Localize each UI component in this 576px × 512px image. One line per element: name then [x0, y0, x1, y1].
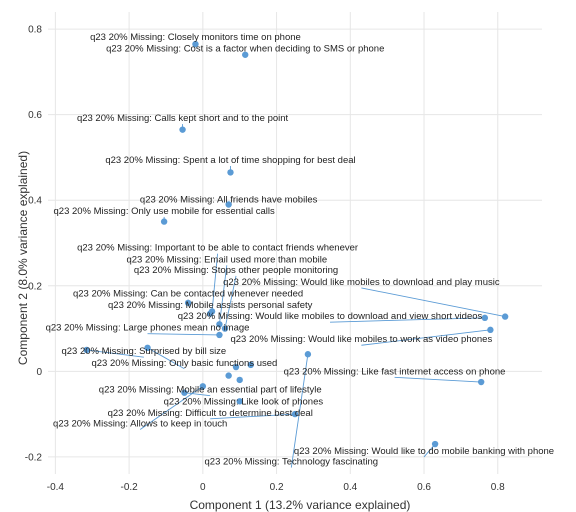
data-point	[247, 361, 254, 369]
data-point	[477, 378, 485, 386]
leader-line	[361, 287, 506, 318]
leader-line	[224, 275, 237, 329]
data-point	[83, 346, 90, 354]
point-label: q23 20% Missing: Like look of phones	[164, 396, 324, 407]
data-point	[221, 325, 229, 332]
data-point	[179, 126, 186, 133]
data-point	[431, 440, 439, 448]
point-label: q23 20% Missing: Technology fascinating	[205, 457, 379, 468]
point-label: q23 20% Missing: Would like mobiles to w…	[230, 334, 492, 345]
x-tick-label: 0.6	[417, 482, 431, 493]
leader-line	[218, 265, 228, 325]
point-label: q23 20% Missing: Important to be able to…	[77, 243, 358, 254]
point-label: q23 20% Missing: Would like to do mobile…	[294, 446, 554, 457]
y-tick-label: 0.6	[28, 110, 42, 121]
data-point	[225, 372, 232, 379]
data-point	[236, 376, 243, 384]
data-point	[501, 313, 509, 320]
data-point	[242, 51, 249, 58]
point-label: q23 20% Missing: Only basic functions us…	[91, 358, 277, 369]
data-point	[225, 201, 232, 208]
x-tick-label: -0.2	[120, 482, 138, 493]
y-tick-label: -0.2	[25, 452, 43, 463]
x-tick-label: 0.4	[343, 482, 357, 493]
data-points	[83, 40, 509, 448]
leader-lines	[86, 124, 506, 468]
point-label: q23 20% Missing: Allows to keep in touch	[53, 419, 227, 430]
leader-line	[86, 349, 144, 358]
point-label: q23 20% Missing: Can be contacted whenev…	[73, 288, 303, 299]
data-point	[192, 40, 199, 48]
point-label: q23 20% Missing: Spent a lot of time sho…	[105, 155, 355, 166]
leader-line	[290, 354, 309, 468]
leader-line	[147, 333, 220, 336]
point-label: q23 20% Missing: Would like mobiles to d…	[178, 311, 483, 322]
point-label: q23 20% Missing: Like fast internet acce…	[284, 366, 506, 377]
point-label: q23 20% Missing: Calls kept short and to…	[77, 113, 289, 124]
data-point	[160, 218, 168, 225]
x-tick-label: -0.4	[47, 482, 65, 493]
x-tick-label: 0.8	[491, 482, 505, 493]
point-label: q23 20% Missing: Email used more than mo…	[126, 254, 327, 265]
leader-line	[147, 347, 185, 370]
point-label: q23 20% Missing: Difficult to determine …	[108, 408, 313, 419]
data-point	[481, 314, 489, 322]
leader-line	[361, 329, 491, 346]
leader-line	[394, 376, 482, 383]
leader-line	[210, 413, 296, 420]
x-tick-label: 0	[200, 482, 206, 493]
point-label: q23 20% Missing: Cost is a factor when d…	[106, 43, 384, 54]
point-label: q23 20% Missing: Surprised by bill size	[61, 346, 226, 357]
x-axis-ticks: -0.4 -0.2 0 0.2 0.4 0.6 0.8	[47, 482, 505, 493]
point-label: q23 20% Missing: Stops other people moni…	[134, 265, 338, 276]
leader-line	[139, 385, 204, 430]
y-axis-title: Component 2 (8.0% variance explained)	[16, 151, 30, 365]
data-point	[181, 389, 188, 396]
data-point	[184, 299, 192, 307]
point-label: q23 20% Missing: Mobile assists personal…	[108, 300, 313, 311]
leader-line	[330, 317, 485, 323]
y-tick-label: 0.2	[28, 281, 42, 292]
data-point	[144, 344, 151, 352]
point-label: q23 20% Missing: Would like mobiles to d…	[223, 277, 500, 288]
leader-line	[184, 392, 211, 397]
x-tick-label: 0.2	[270, 482, 284, 493]
point-label: q23 20% Missing: Mobile an essential par…	[99, 385, 322, 396]
data-point	[216, 331, 223, 339]
data-point	[487, 326, 494, 334]
data-point	[232, 363, 240, 371]
point-label: q23 20% Missing: All friends have mobile…	[140, 194, 318, 205]
data-point	[207, 310, 214, 317]
y-tick-label: 0	[36, 367, 42, 378]
point-label: q23 20% Missing: Large phones mean no im…	[46, 323, 250, 334]
data-point	[236, 398, 243, 405]
leader-line	[211, 253, 219, 312]
data-point	[216, 321, 223, 328]
data-point	[291, 410, 299, 418]
grid-lines	[48, 12, 542, 474]
data-point	[199, 383, 207, 390]
y-axis-ticks: -0.2 0 0.2 0.4 0.6 0.8	[25, 25, 43, 464]
point-label: q23 20% Missing: Only use mobile for ess…	[54, 206, 275, 217]
x-axis-title: Component 1 (13.2% variance explained)	[190, 498, 411, 512]
point-labels: q23 20% Missing: Closely monitors time o…	[46, 32, 555, 468]
point-label: q23 20% Missing: Closely monitors time o…	[90, 32, 301, 43]
data-point	[304, 351, 312, 358]
y-tick-label: 0.4	[28, 196, 42, 207]
data-point	[227, 169, 234, 176]
y-tick-label: 0.8	[28, 25, 42, 36]
